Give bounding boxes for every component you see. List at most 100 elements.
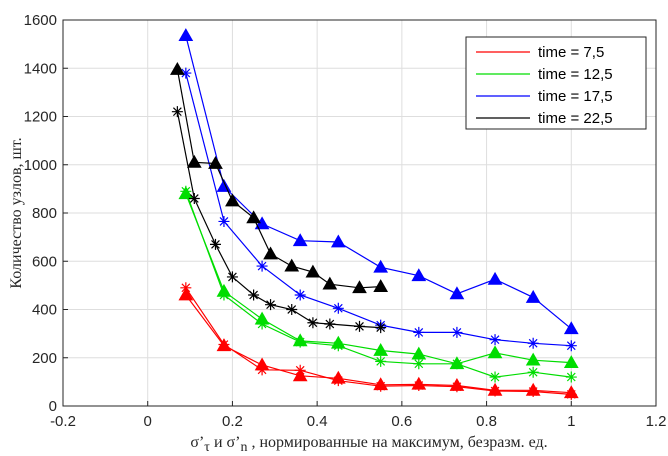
grid-lines [63, 20, 656, 406]
star-marker [218, 289, 230, 301]
star-marker [565, 340, 577, 352]
y-tick-label: 1600 [24, 12, 57, 29]
legend: time = 7,5 time = 12,5 time = 17,5 time = 2… [465, 36, 647, 130]
triangle-marker [178, 28, 194, 42]
y-tick-label: 1400 [24, 60, 57, 77]
legend-entry-label: time = 7,5 [538, 44, 604, 61]
star-marker [527, 337, 539, 349]
star-marker [180, 282, 192, 294]
triangle-marker [563, 355, 579, 368]
star-marker [256, 364, 268, 376]
star-marker [489, 385, 501, 397]
star-marker [180, 185, 192, 197]
axis-ticks: -0.2 0 0.2 0.4 0.6 0.8 1 1.20200400600800100012… [24, 12, 667, 430]
triangle-marker [373, 259, 389, 273]
star-marker [413, 358, 425, 370]
star-marker [171, 106, 183, 118]
series-layer [170, 28, 579, 400]
triangle-marker [178, 287, 194, 301]
star-marker [375, 355, 387, 367]
star-marker [565, 388, 577, 400]
star-marker [489, 334, 501, 346]
series-time-22-5 [170, 61, 389, 334]
series-time-12-5 [178, 185, 579, 383]
x-axis-label-rest: , нормированные на максимум, безразм. ед… [247, 434, 547, 451]
x-tick-label: 0.2 [222, 413, 243, 430]
x-tick-label: 1.2 [646, 413, 667, 430]
triangle-marker [411, 268, 427, 282]
x-axis-label-sub-n: n [240, 440, 247, 455]
triangle-marker [208, 156, 223, 169]
star-marker [294, 336, 306, 348]
triangle-marker [487, 345, 503, 359]
star-marker [180, 67, 192, 79]
triangle-marker [352, 280, 367, 294]
star-marker [265, 299, 277, 311]
star-marker [565, 371, 577, 383]
triangle-marker [246, 210, 261, 224]
triangle-marker [373, 343, 389, 356]
x-axis-label: σ’τ и σ’n , нормированные на максимум, б… [190, 434, 547, 455]
star-marker [188, 193, 200, 205]
y-tick-label: 200 [32, 350, 57, 367]
star-marker [324, 318, 336, 330]
triangle-marker [525, 352, 541, 366]
x-tick-label: 0.6 [391, 413, 412, 430]
y-axis-label: Количество узлов, шт. [8, 137, 25, 288]
star-marker [226, 271, 238, 283]
star-marker [375, 380, 387, 392]
triangle-marker [322, 276, 338, 290]
triangle-marker [284, 258, 300, 272]
star-marker [332, 375, 344, 387]
triangle-marker [292, 233, 308, 247]
y-tick-label: 400 [32, 302, 57, 319]
triangle-marker [186, 154, 202, 168]
x-axis-label-sub-tau: τ [204, 440, 210, 455]
y-tick-label: 0 [49, 398, 57, 415]
x-tick-label: -0.2 [50, 413, 76, 430]
star-marker [375, 322, 387, 334]
star-marker [527, 366, 539, 378]
y-tick-label: 1000 [24, 157, 57, 174]
star-marker [451, 326, 463, 338]
star-marker [354, 320, 365, 332]
x-axis-label-sigma-tau: σ’ [190, 434, 204, 451]
triangle-marker [487, 271, 503, 285]
star-marker [256, 318, 268, 330]
x-tick-label: 1 [567, 413, 575, 430]
star-marker [451, 381, 463, 393]
x-axis-label-and: и σ’ [210, 434, 241, 451]
star-marker [413, 326, 425, 338]
star-marker [294, 364, 306, 376]
triangle-marker [170, 61, 185, 75]
legend-entry-label: time = 17,5 [538, 88, 613, 105]
star-marker [307, 317, 319, 329]
star-marker [451, 358, 463, 370]
x-tick-label: 0 [144, 413, 152, 430]
triangle-marker [373, 279, 389, 292]
triangle-marker [525, 289, 541, 303]
triangle-marker [263, 246, 278, 260]
triangle-marker [449, 286, 465, 300]
star-marker [218, 338, 230, 350]
star-marker [209, 238, 221, 250]
star-marker [413, 379, 425, 391]
y-tick-label: 600 [32, 253, 57, 270]
triangle-marker [305, 264, 321, 278]
y-tick-label: 800 [32, 205, 57, 222]
triangle-marker [330, 234, 346, 248]
legend-entry-label: time = 12,5 [538, 66, 613, 83]
star-marker [286, 304, 298, 315]
x-tick-label: 0.8 [476, 413, 497, 430]
star-marker [218, 215, 230, 227]
star-marker [332, 340, 344, 352]
star-marker [332, 302, 344, 314]
y-tick-label: 1200 [24, 109, 57, 126]
star-marker [294, 289, 306, 301]
series-time-7-5 [178, 282, 579, 400]
legend-entry-label: time = 22,5 [538, 110, 613, 127]
x-tick-label: 0.4 [307, 413, 328, 430]
star-marker [248, 289, 260, 301]
star-marker [527, 386, 539, 398]
